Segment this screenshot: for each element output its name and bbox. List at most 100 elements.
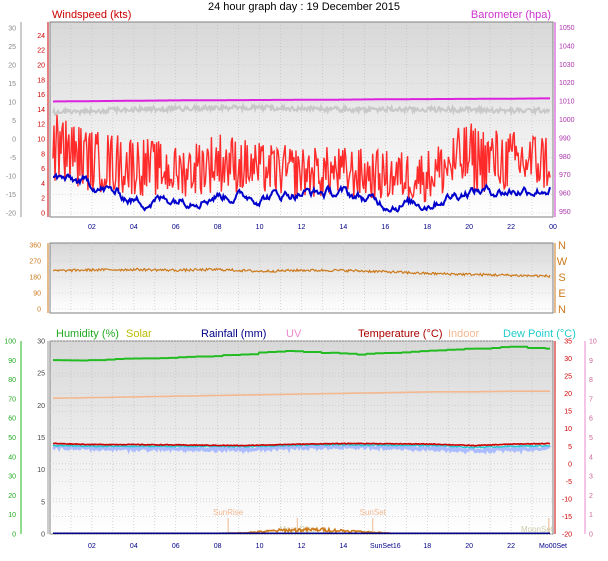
direction-degree-label: 360	[29, 243, 41, 250]
windspeed-tick-label: 16	[37, 92, 45, 99]
time-tick-label: 10	[256, 224, 264, 231]
barometer-tick-label: 950	[559, 209, 571, 216]
humidity-tick-label: 10	[8, 512, 16, 519]
time-tick-label: 06	[172, 543, 180, 550]
outer-tick-label: 5	[12, 118, 16, 125]
time-tick-label: 20	[465, 543, 473, 550]
indoor-line	[52, 390, 550, 400]
time-tick-label: SunSet16	[370, 543, 401, 550]
windspeed-tick-label: 2	[41, 196, 45, 203]
indoor-label: Indoor	[448, 328, 480, 340]
outer-tick-label: 30	[8, 26, 16, 33]
wind-direction-line	[52, 267, 551, 279]
temperature-line	[52, 442, 551, 447]
uv-tick-label: 1	[589, 512, 593, 519]
temperature-left-tick-label: 25	[37, 371, 45, 378]
temperature-right-tick-label: 5	[568, 444, 572, 451]
uv-tick-label: 4	[589, 454, 593, 461]
outer-tick-label: -20	[6, 211, 16, 218]
barometer-tick-label: 1040	[559, 43, 575, 50]
compass-label: N	[558, 304, 566, 316]
outer-tick-label: 25	[8, 44, 16, 51]
temperature-label: Temperature (°C)	[358, 328, 442, 340]
time-tick-label: 02	[88, 224, 96, 231]
uv-tick-label: 10	[589, 339, 597, 346]
time-tick-label: 22	[507, 224, 515, 231]
humidity-tick-label: 30	[8, 474, 16, 481]
humidity-tick-label: 100	[4, 339, 16, 346]
windspeed-tick-label: 14	[37, 107, 45, 114]
time-tick-label: 02	[88, 543, 96, 550]
temperature-right-tick-label: 25	[564, 374, 572, 381]
direction-plot-area	[49, 242, 554, 314]
temperature-right-tick-label: 20	[564, 391, 572, 398]
humidity-tick-label: 90	[8, 358, 16, 365]
dew-point-label: Dew Point (°C)	[503, 328, 576, 340]
temperature-left-tick-label: 20	[37, 403, 45, 410]
wind-outer-tick-labels: 30 25 20 15 10 5 0 -5 -10 -15 -20	[6, 26, 16, 218]
graph-title: 24 hour graph day : 19 December 2015	[208, 1, 400, 13]
outer-tick-label: 15	[8, 81, 16, 88]
time-tick-label: 20	[465, 224, 473, 231]
time-tick-label: 00	[549, 224, 557, 231]
windspeed-tick-label: 24	[37, 33, 45, 40]
uv-tick-label: 2	[589, 493, 593, 500]
barometer-tick-label: 1000	[559, 117, 575, 124]
rainfall-label: Rainfall (mm)	[201, 328, 266, 340]
time-tick-label: 22	[507, 543, 515, 550]
uv-tick-label: 6	[589, 416, 593, 423]
temperature-grid	[50, 340, 553, 535]
humidity-tick-label: 60	[8, 416, 16, 423]
time-tick-label: 08	[214, 543, 222, 550]
windspeed-tick-label: 8	[41, 151, 45, 158]
annotation-label: MoonSet	[521, 525, 554, 534]
humidity-tick-label: 40	[8, 454, 16, 461]
humidity-tick-label: 70	[8, 396, 16, 403]
uv-tick-label: 0	[589, 532, 593, 539]
uv-tick-label: 8	[589, 377, 593, 384]
time-tick-label: 18	[423, 224, 431, 231]
temperature-left-tick-label: 30	[37, 339, 45, 346]
temperature-left-tick-label: 0	[41, 532, 45, 539]
time-tick-label: 06	[172, 224, 180, 231]
temperature-left-tick-label: 10	[37, 467, 45, 474]
temperature-right-tick-label: -15	[562, 514, 572, 521]
outer-tick-label: -15	[6, 192, 16, 199]
barometer-tick-label: 990	[559, 135, 571, 142]
windspeed-tick-label: 12	[37, 122, 45, 129]
sun-moon-annotations: SunRise SunSet MoonRise MoonSet	[213, 508, 554, 534]
solar-label: Solar	[126, 328, 152, 340]
outer-tick-label: 0	[12, 137, 16, 144]
compass-label: W	[557, 256, 568, 268]
time-tick-label: 04	[130, 224, 138, 231]
uv-tick-label: 7	[589, 396, 593, 403]
wind-gust-line	[52, 114, 551, 203]
direction-degree-label: 0	[37, 307, 41, 314]
windspeed-tick-label: 4	[41, 181, 45, 188]
temperature-left-tick-label: 15	[37, 435, 45, 442]
barometer-tick-label: 980	[559, 154, 571, 161]
uv-tick-label: 3	[589, 474, 593, 481]
temperature-right-tick-label: -20	[562, 532, 572, 539]
temperature-right-tick-label: 35	[564, 339, 572, 346]
temperature-left-tick-labels: 30 25 20 15 10 5 0	[37, 339, 45, 539]
temperature-right-tick-label: 10	[564, 426, 572, 433]
humidity-tick-label: 50	[8, 435, 16, 442]
windspeed-tick-label: 22	[37, 48, 45, 55]
time-tick-label: 14	[340, 224, 348, 231]
outer-tick-label: -5	[10, 155, 16, 162]
annotation-label: SunRise	[213, 508, 244, 517]
direction-degree-label: 90	[33, 291, 41, 298]
outer-tick-label: -10	[6, 174, 16, 181]
uv-label: UV	[286, 328, 302, 340]
time-tick-label: Mo00Set	[539, 543, 567, 550]
windspeed-tick-label: 18	[37, 77, 45, 84]
temperature-legend: Humidity (%) Solar Rainfall (mm) UV Temp…	[56, 328, 576, 340]
dew-point-band	[52, 442, 551, 455]
